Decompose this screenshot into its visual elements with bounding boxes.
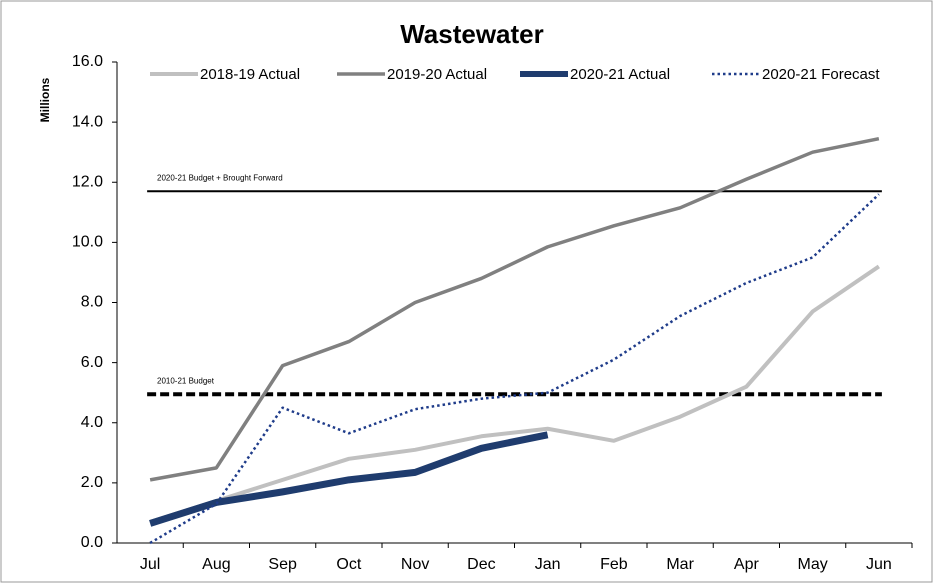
y-tick-label: 10.0 <box>72 234 103 251</box>
y-tick-label: 2.0 <box>81 474 103 491</box>
y-tick-label: 16.0 <box>72 53 103 70</box>
x-tick-label: Nov <box>401 556 429 573</box>
x-tick-label: Sep <box>268 556 297 573</box>
x-tick-label: Mar <box>666 556 694 573</box>
legend-label: 2020-21 Forecast <box>762 66 880 83</box>
y-tick-label: 14.0 <box>72 113 103 130</box>
reference-label: 2020-21 Budget + Brought Forward <box>157 173 283 182</box>
reference-label: 2010-21 Budget <box>157 376 215 385</box>
x-tick-label: Oct <box>336 556 361 573</box>
x-tick-label: Feb <box>600 556 628 573</box>
y-tick-label: 4.0 <box>81 414 103 431</box>
series-line <box>149 136 880 482</box>
x-tick-label: Jul <box>140 556 160 573</box>
x-tick-label: May <box>798 556 828 573</box>
x-tick-label: Jun <box>866 556 892 573</box>
chart-title: Wastewater <box>400 19 544 49</box>
x-tick-label: Apr <box>734 556 760 573</box>
legend-label: 2019-20 Actual <box>387 66 487 83</box>
x-tick-label: Aug <box>202 556 230 573</box>
series-line <box>149 264 881 524</box>
series-line <box>149 193 880 545</box>
legend-label: 2020-21 Actual <box>570 66 670 83</box>
x-tick-label: Dec <box>467 556 495 573</box>
legend-label: 2018-19 Actual <box>200 66 300 83</box>
y-tick-label: 6.0 <box>81 354 103 371</box>
y-axis-label: Millions <box>38 77 52 122</box>
y-tick-label: 12.0 <box>72 173 103 190</box>
y-tick-label: 8.0 <box>81 294 103 311</box>
x-tick-label: Jan <box>535 556 561 573</box>
y-tick-label: 0.0 <box>81 534 103 551</box>
